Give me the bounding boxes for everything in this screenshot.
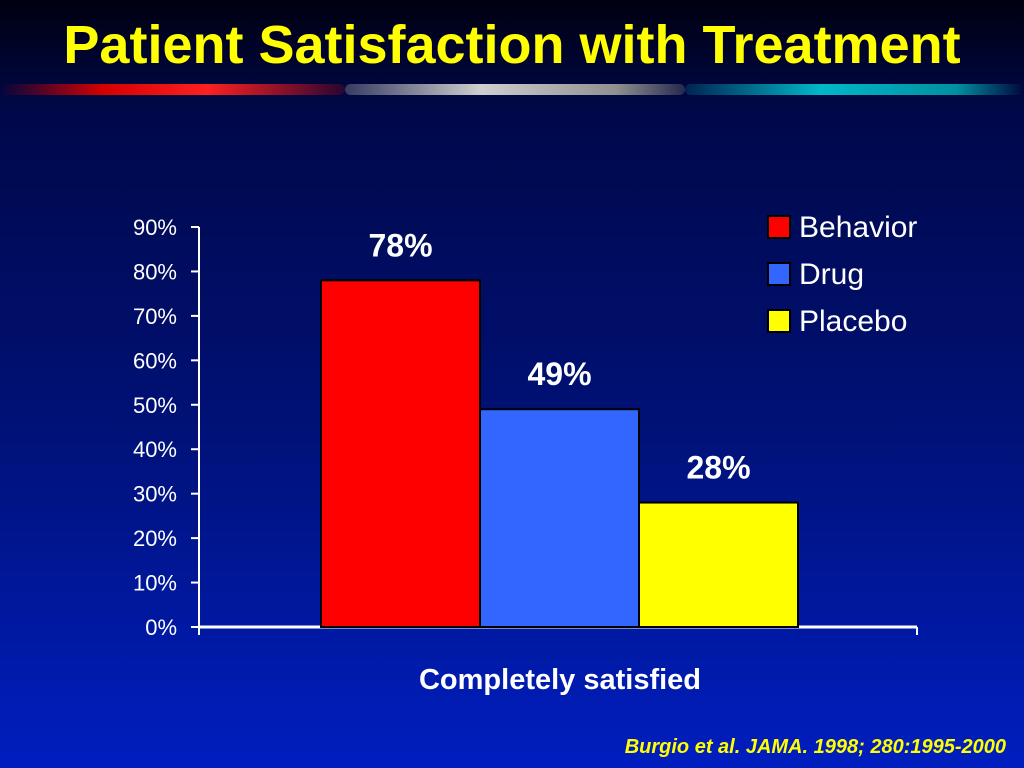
y-tick-label: 80% [133, 259, 177, 284]
bar-placebo [638, 501, 799, 628]
legend-swatch-placebo [767, 309, 791, 333]
y-tick-label: 50% [133, 393, 177, 418]
legend-swatch-drug [767, 262, 791, 286]
y-tick-label: 90% [133, 215, 177, 240]
y-tick-label: 40% [133, 437, 177, 462]
bar-behavior [320, 279, 481, 628]
x-category-label: Completely satisfied [419, 664, 701, 696]
decorative-stripe-gray [345, 84, 685, 95]
y-tick-label: 0% [145, 615, 177, 640]
bar-drug [479, 408, 640, 628]
legend-label-behavior: Behavior [799, 211, 917, 244]
decorative-stripe-teal [685, 84, 1024, 95]
y-tick-label: 10% [133, 571, 177, 596]
citation: Burgio et al. JAMA. 1998; 280:1995-2000 [624, 736, 1006, 758]
data-label-placebo: 28% [686, 450, 750, 486]
legend-swatch-behavior [767, 215, 791, 239]
legend-label-drug: Drug [799, 258, 864, 291]
y-tick-label: 30% [133, 482, 177, 507]
data-label-drug: 49% [527, 356, 591, 392]
y-tick-label: 70% [133, 304, 177, 329]
data-label-behavior: 78% [368, 227, 432, 263]
y-tick-label: 20% [133, 526, 177, 551]
slide-title: Patient Satisfaction with Treatment [63, 15, 961, 75]
decorative-stripe-red [0, 84, 345, 95]
y-tick-label: 60% [133, 348, 177, 373]
legend-label-placebo: Placebo [799, 305, 907, 338]
